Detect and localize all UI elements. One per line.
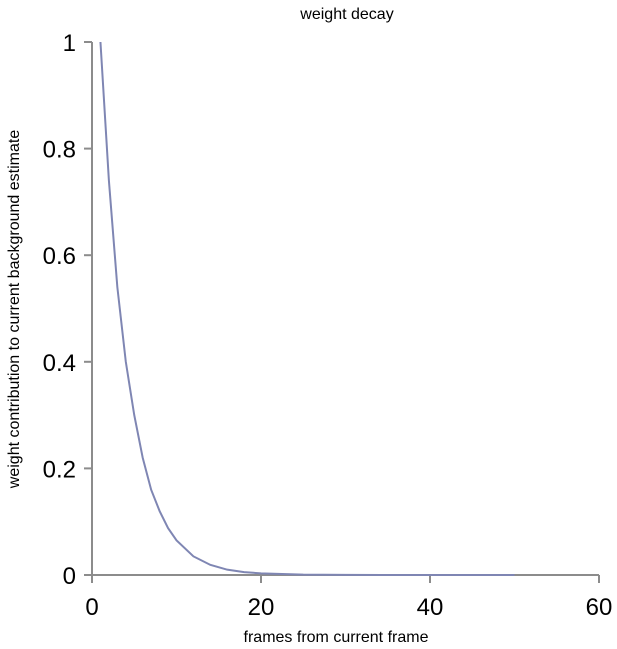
y-tick-label: 0.4: [43, 350, 76, 377]
y-axis-label: weight contribution to current backgroun…: [6, 130, 23, 490]
x-axis-label: frames from current frame: [244, 629, 429, 646]
x-ticks: 0 20 40 60: [85, 575, 612, 621]
y-tick-label: 0: [63, 563, 76, 590]
y-tick-label: 1: [63, 30, 76, 57]
x-tick-label: 40: [417, 594, 444, 621]
y-ticks: 0 0.2 0.4 0.6 0.8 1: [43, 30, 92, 590]
series-line: [99, 41, 515, 576]
y-tick-label: 0.2: [43, 456, 76, 483]
x-tick-label: 20: [248, 594, 275, 621]
series-group: [99, 41, 515, 576]
x-tick-label: 0: [85, 594, 98, 621]
chart-title: weight decay: [299, 6, 393, 23]
x-tick-label: 60: [586, 594, 613, 621]
y-tick-label: 0.6: [43, 243, 76, 270]
y-tick-label: 0.8: [43, 137, 76, 164]
plot-area: 0 0.2 0.4 0.6 0.8 1 0 20 40 60: [43, 30, 613, 621]
